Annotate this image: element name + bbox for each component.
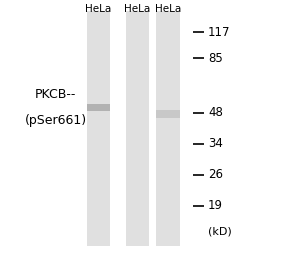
Text: (pSer661): (pSer661) [24, 114, 87, 127]
Bar [156, 11, 180, 246]
Text: HeLa: HeLa [124, 4, 151, 14]
Text: 26: 26 [208, 168, 223, 181]
Text: 34: 34 [208, 137, 223, 150]
Text: HeLa: HeLa [155, 4, 181, 14]
Bar [126, 11, 149, 246]
Text: PKCB--: PKCB-- [35, 88, 76, 101]
Bar [87, 104, 110, 111]
Bar [87, 11, 110, 246]
Text: 48: 48 [208, 106, 223, 119]
Bar [156, 110, 180, 117]
Text: 117: 117 [208, 26, 231, 39]
Text: 85: 85 [208, 52, 223, 65]
Text: 19: 19 [208, 199, 223, 212]
Text: HeLa: HeLa [85, 4, 112, 14]
Text: (kD): (kD) [208, 227, 232, 237]
